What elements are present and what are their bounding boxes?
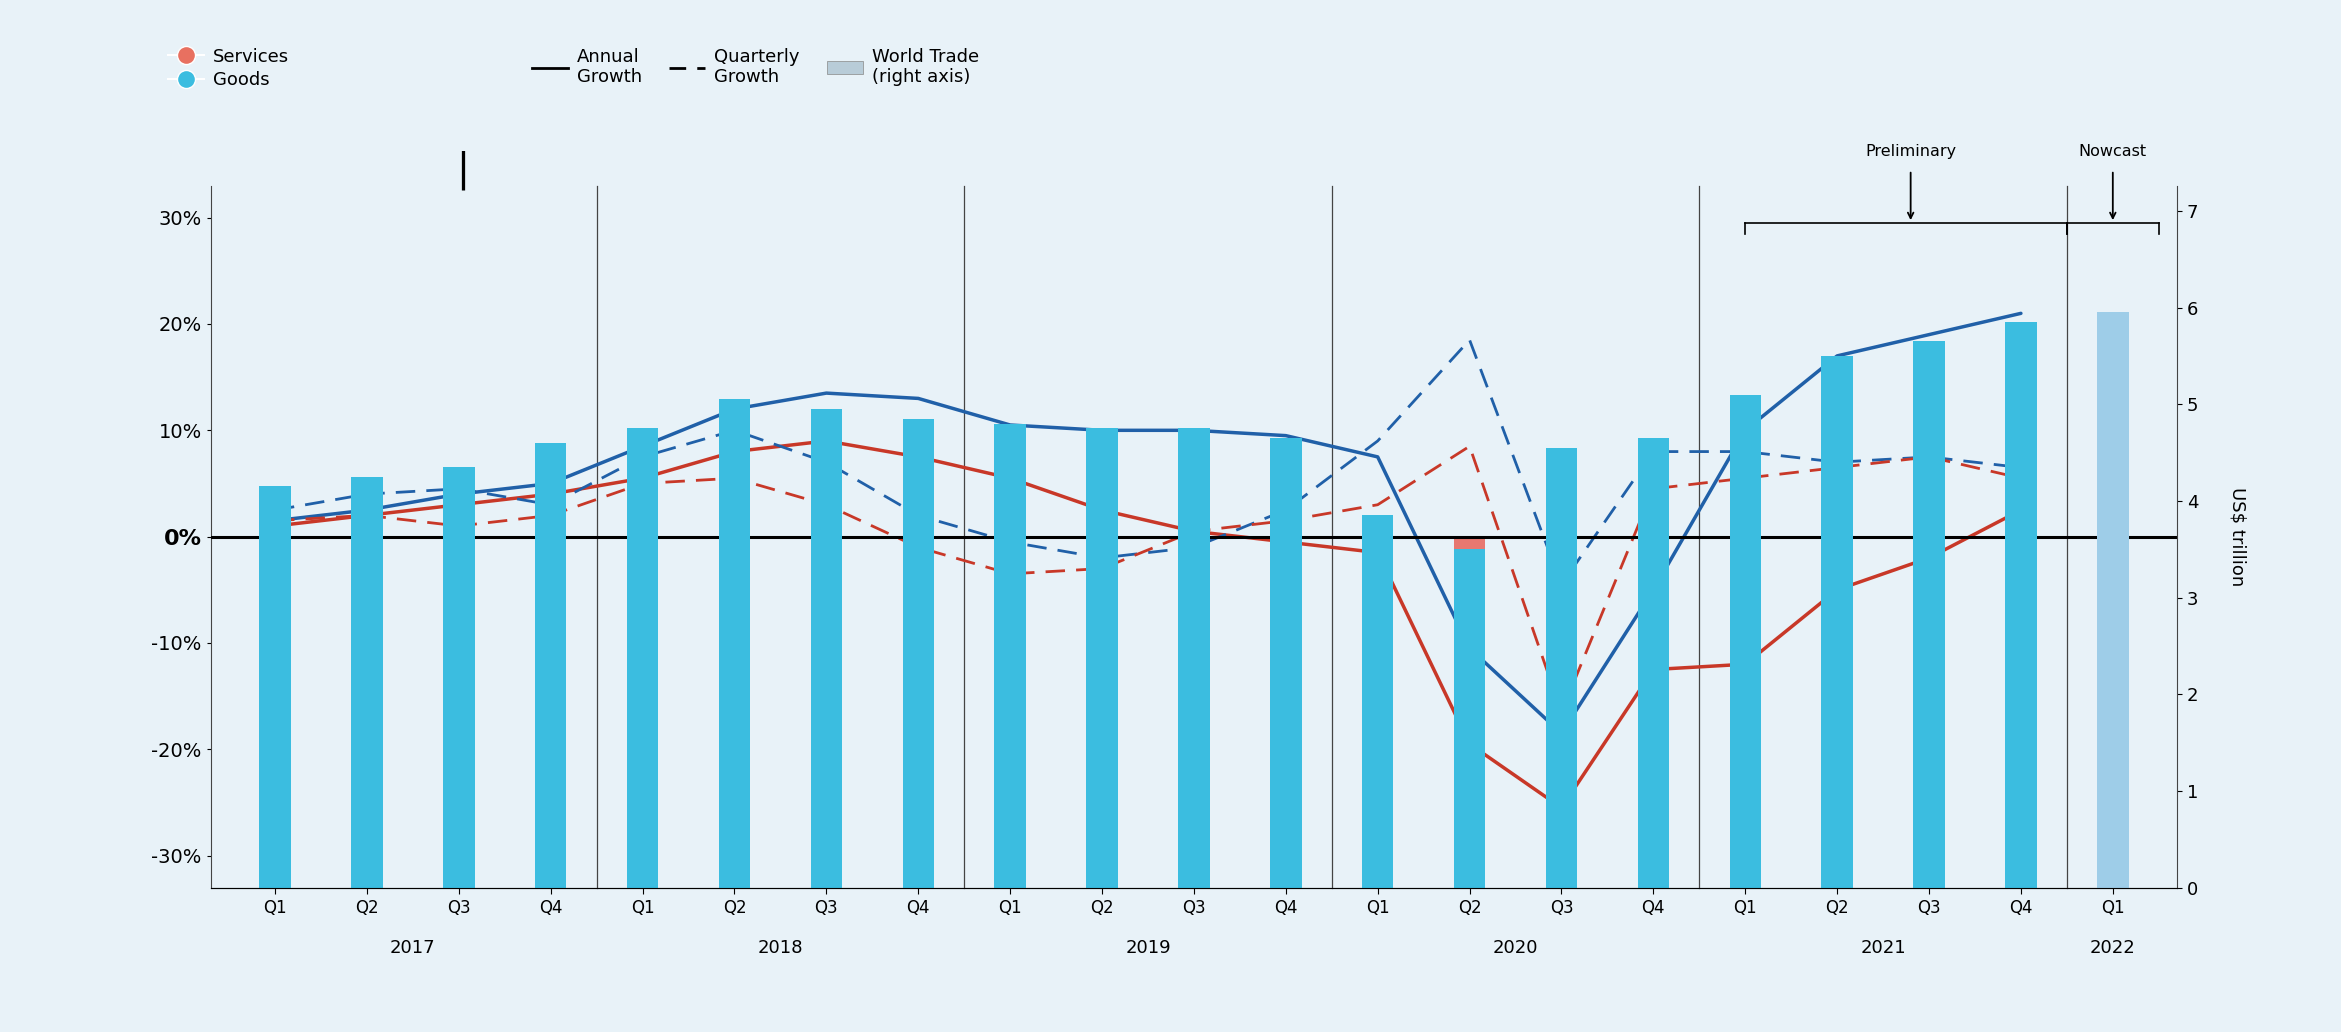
Bar: [351, 477, 382, 888]
Bar: [2098, 313, 2128, 888]
Bar: [1454, 549, 1484, 888]
Bar: [810, 537, 843, 776]
Bar: [995, 537, 1025, 771]
Bar: [1086, 537, 1117, 771]
Bar: [1639, 537, 1669, 754]
Bar: [1545, 537, 1578, 749]
Bar: [1271, 438, 1302, 888]
Text: Nowcast: Nowcast: [2079, 144, 2147, 159]
Bar: [536, 537, 567, 754]
Bar: [1271, 537, 1302, 776]
Text: 2020: 2020: [1494, 938, 1538, 957]
Legend: Annual
Growth, Quarterly
Growth, World Trade
(right axis): Annual Growth, Quarterly Growth, World T…: [524, 40, 986, 94]
Bar: [1821, 537, 1852, 771]
Bar: [1545, 448, 1578, 888]
Bar: [442, 537, 475, 749]
Y-axis label: US$ trillion: US$ trillion: [2229, 487, 2247, 586]
Bar: [2006, 322, 2037, 888]
Bar: [260, 537, 290, 739]
Bar: [2006, 537, 2037, 792]
Bar: [2098, 537, 2128, 766]
Bar: [1730, 537, 1760, 760]
Bar: [1454, 537, 1484, 722]
Bar: [351, 537, 382, 739]
Text: 2019: 2019: [1126, 938, 1170, 957]
Bar: [260, 486, 290, 888]
Bar: [1362, 515, 1393, 888]
Text: |: |: [456, 151, 471, 190]
Bar: [536, 443, 567, 888]
Bar: [442, 467, 475, 888]
Bar: [1913, 537, 1945, 776]
Text: 2022: 2022: [2091, 938, 2135, 957]
Bar: [1730, 394, 1760, 888]
Bar: [719, 537, 749, 781]
Bar: [904, 419, 934, 888]
Text: Preliminary: Preliminary: [1866, 144, 1957, 159]
Bar: [1639, 438, 1669, 888]
Bar: [1913, 342, 1945, 888]
Bar: [995, 423, 1025, 888]
Bar: [904, 537, 934, 776]
Bar: [627, 537, 658, 766]
Bar: [1362, 537, 1393, 760]
Bar: [810, 409, 843, 888]
Bar: [719, 399, 749, 888]
Bar: [1821, 356, 1852, 888]
Bar: [1178, 428, 1210, 888]
Bar: [627, 428, 658, 888]
Bar: [1086, 428, 1117, 888]
Bar: [1178, 537, 1210, 776]
Text: 2017: 2017: [391, 938, 435, 957]
Text: 2018: 2018: [758, 938, 803, 957]
Text: 2021: 2021: [1861, 938, 1906, 957]
